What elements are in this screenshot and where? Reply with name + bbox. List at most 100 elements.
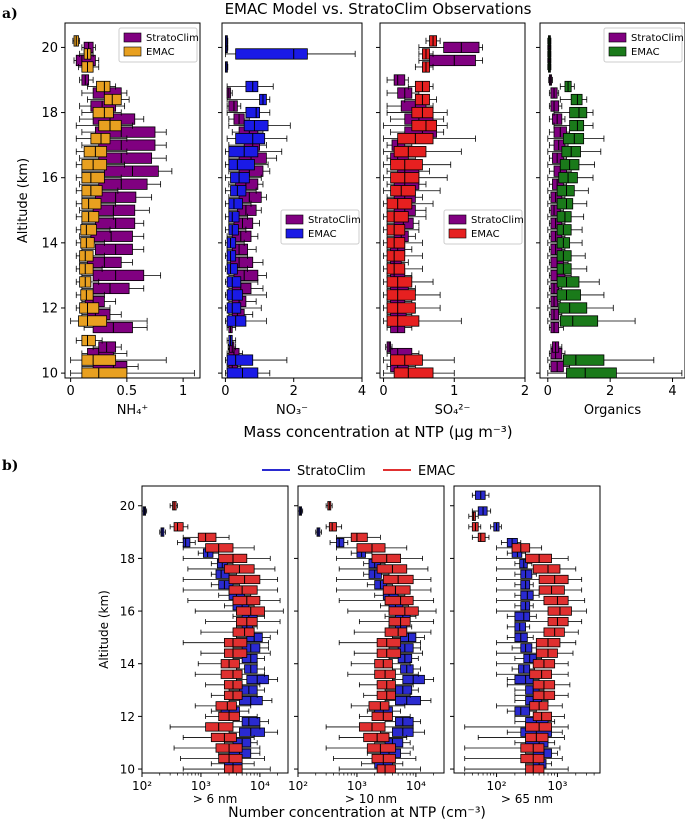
plot-area [298, 501, 437, 773]
model-box-15 [347, 606, 437, 616]
obs-box-4-box [241, 717, 261, 727]
model-box-22 [471, 532, 490, 542]
model-box-9-box [220, 669, 243, 679]
model-box-13-box [230, 185, 247, 197]
model-box-4 [169, 722, 261, 732]
obs-box-12-box [550, 204, 561, 216]
model-box-22 [547, 48, 552, 60]
model-box-6 [75, 276, 100, 288]
model-box-0-box [566, 367, 617, 378]
obs-box-18-box [94, 126, 156, 138]
model-box-20 [226, 93, 271, 106]
model-box-18 [496, 574, 583, 585]
legend-label-1: EMAC [631, 47, 660, 58]
model-box-19-box [245, 106, 260, 119]
model-box-9 [75, 237, 105, 249]
model-box-18-box [538, 574, 569, 585]
model-box-0 [383, 367, 455, 378]
model-box-21 [182, 543, 255, 553]
obs-box-21-box [336, 537, 345, 548]
model-box-10-box [386, 211, 409, 223]
obs-box-23 [471, 506, 492, 516]
model-box-20 [407, 80, 434, 93]
y-axis-label: Altitude (km) [97, 590, 111, 669]
obs-box-3-box [550, 321, 560, 334]
obs-box-2-box [98, 341, 117, 353]
panel-b-xlabel: Number concentration at NTP (cm⁻³) [228, 805, 486, 821]
model-box-11-box [386, 198, 413, 210]
model-box-21 [87, 80, 117, 93]
x-tick-label: 4 [358, 384, 366, 399]
obs-box-14-box [514, 611, 531, 621]
model-box-7 [363, 690, 411, 700]
model-box-10-box [228, 224, 239, 236]
model-box-3-box [363, 732, 390, 743]
model-box-6-box [556, 263, 572, 275]
obs-box-7-box [525, 685, 540, 695]
model-box-6 [547, 263, 588, 275]
model-box-13-box [232, 627, 255, 637]
model-box-14 [358, 616, 435, 627]
x-axis-label: NO₃⁻ [276, 403, 308, 418]
model-box-7-box [79, 263, 94, 275]
model-box-6 [350, 701, 406, 711]
obs-box-10 [226, 230, 259, 242]
model-box-8 [547, 237, 583, 249]
obs-box-18-box [368, 569, 382, 579]
plot-area [142, 501, 284, 773]
obs-box-14-box [98, 178, 148, 190]
model-box-21 [226, 80, 274, 93]
model-box-21-box [205, 543, 234, 553]
model-box-9 [225, 237, 245, 249]
obs-box-21 [329, 537, 349, 548]
x-axis-label: > 10 nm [345, 792, 397, 806]
model-box-3-box [78, 315, 108, 327]
model-box-3 [477, 732, 565, 743]
x-tick-label: 4 [668, 384, 676, 399]
model-box-20 [87, 93, 130, 106]
model-box-24 [325, 501, 333, 511]
model-box-14-box [230, 172, 250, 184]
obs-box-4 [232, 717, 269, 727]
model-box-0-box [376, 764, 396, 773]
model-box-10 [547, 211, 585, 223]
model-box-21 [414, 61, 434, 73]
x-tick-label: 10² [487, 779, 507, 793]
model-box-3 [383, 302, 441, 314]
model-box-2-box [520, 743, 545, 753]
plot-area [225, 35, 356, 378]
legend-emac-label: EMAC [418, 464, 455, 479]
x-tick-label: 2 [521, 384, 529, 399]
model-box-15 [194, 606, 284, 616]
x-tick-label: 0 [66, 384, 74, 399]
model-box-12-box [556, 185, 575, 197]
model-box-18-box [243, 119, 269, 132]
model-box-24 [468, 511, 479, 521]
legend: StratoClim EMAC [603, 27, 684, 63]
model-box-13-box [81, 185, 103, 197]
panel-a-xlabel: Mass concentration at NTP (μg m⁻³) [243, 423, 512, 441]
x-tick-label: 0 [544, 384, 552, 399]
obs-box-8 [79, 256, 133, 268]
plot-frame [379, 22, 526, 379]
model-box-2 [547, 315, 636, 327]
model-box-7 [210, 690, 258, 700]
model-box-4 [547, 289, 605, 301]
model-box-12 [225, 198, 252, 210]
obs-box-6 [548, 282, 563, 295]
plot-frame [539, 22, 685, 379]
model-box-23 [79, 48, 94, 60]
model-box-16-box [543, 595, 569, 606]
model-box-15-box [228, 159, 255, 171]
model-box-20-box [525, 553, 552, 564]
model-box-4 [225, 302, 262, 314]
model-box-9 [194, 669, 265, 679]
model-box-20 [182, 553, 271, 564]
model-box-0 [182, 764, 271, 773]
plot-area [70, 35, 195, 378]
model-box-3-box [386, 302, 416, 314]
model-box-0 [70, 367, 195, 378]
plot-frame [141, 485, 289, 774]
obs-box-23 [142, 506, 148, 516]
model-box-7-box [556, 250, 572, 262]
